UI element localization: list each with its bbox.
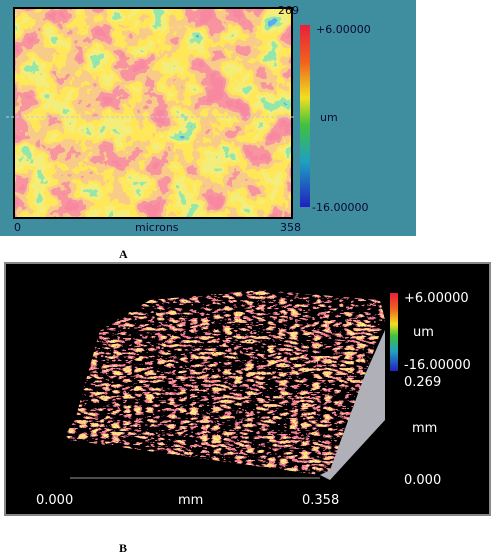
scale-unit: um: [320, 111, 338, 124]
scale-min: -16.00000: [312, 201, 368, 214]
x-start: 0: [14, 221, 21, 234]
y-end: 0.269: [404, 375, 441, 390]
color-scale: [390, 293, 398, 371]
y-start: 0.000: [404, 473, 441, 488]
scale-max: +6.00000: [316, 23, 371, 36]
x-end: 358: [280, 221, 301, 234]
color-scale: [300, 25, 310, 207]
x-axis-label: mm: [178, 493, 203, 508]
x-axis-label: microns: [135, 221, 179, 234]
scale-max: +6.00000: [404, 291, 469, 306]
panel-label: A: [119, 247, 128, 261]
y-axis-label: mm: [412, 421, 437, 436]
x-end: 0.358: [302, 493, 339, 508]
height-map: [14, 8, 292, 218]
scale-unit: um: [413, 325, 434, 340]
surface-3d: [65, 290, 385, 475]
panel-label: B: [119, 541, 127, 555]
x-start: 0.000: [36, 493, 73, 508]
scale-min: -16.00000: [404, 358, 471, 373]
y-extent: 269: [278, 4, 299, 17]
map-frame: [13, 7, 293, 219]
